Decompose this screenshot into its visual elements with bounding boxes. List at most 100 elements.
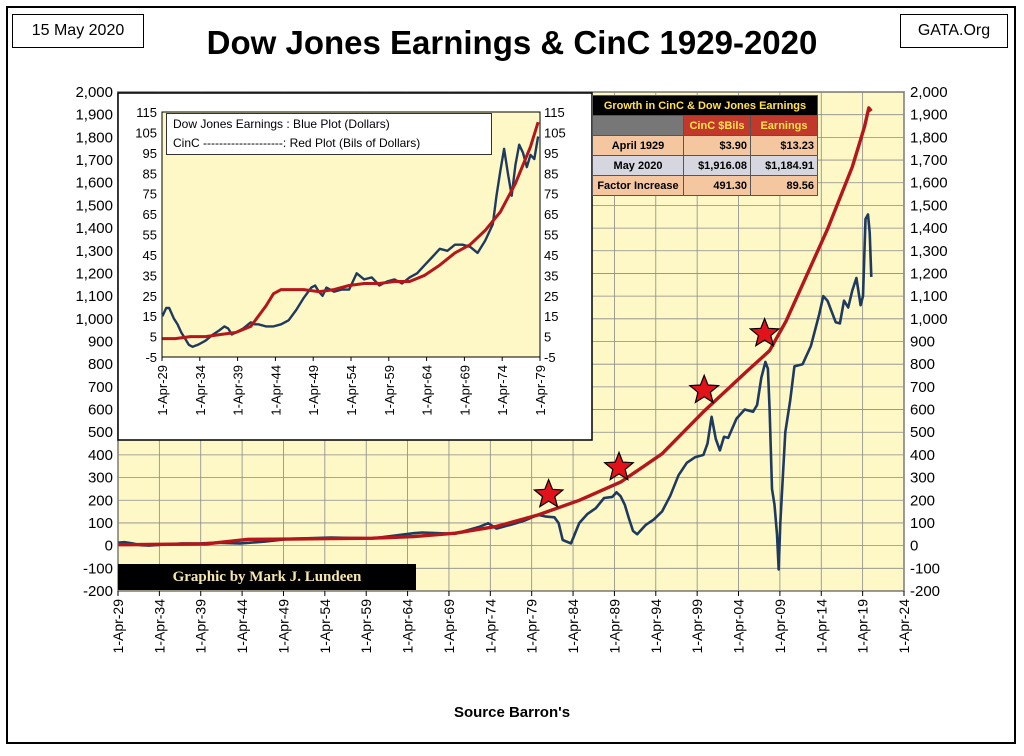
x-tick-label: 1-Apr-49: [275, 599, 291, 654]
x-tick-label: 1-Apr-29: [110, 599, 126, 654]
x-tick-label: 1-Apr-14: [813, 599, 829, 654]
inset-series-line-cinc: [162, 121, 540, 341]
chart-title: Dow Jones Earnings & CinC 1929-2020: [206, 24, 818, 61]
y-tick-label-right: 800: [910, 356, 935, 373]
inset-x-tick-label: 1-Apr-29: [155, 365, 170, 416]
inset-x-tick-label: 1-Apr-64: [420, 365, 435, 416]
inset-x-tick-label: 1-Apr-39: [231, 365, 246, 416]
y-tick-label-left: 1,800: [75, 129, 113, 146]
y-tick-label-left: 800: [88, 356, 113, 373]
x-tick-label: 1-Apr-79: [524, 599, 540, 654]
x-tick-label: 1-Apr-59: [358, 599, 374, 654]
y-tick-label-left: 1,000: [75, 311, 113, 328]
inset-y-tick-label-left: 35: [143, 268, 157, 283]
inset-y-tick-label-right: 25: [544, 289, 558, 304]
inset-y-tick-label-right: 85: [544, 166, 558, 181]
x-tick-label: 1-Apr-24: [896, 599, 912, 654]
y-tick-label-right: 900: [910, 334, 935, 351]
y-tick-label-left: 300: [88, 470, 113, 487]
y-tick-label-left: 1,500: [75, 197, 113, 214]
star-marker: [748, 316, 781, 348]
x-axis-label: Source Barron's: [453, 704, 571, 721]
y-tick-label-right: 700: [910, 379, 935, 396]
x-tick-label: 1-Apr-19: [855, 599, 871, 654]
x-tick-label: 1-Apr-39: [193, 599, 209, 654]
inset-y-tick-label-right: 95: [544, 146, 558, 161]
inset-y-tick-label-right: 15: [544, 309, 558, 324]
inset-y-tick-label-right: 75: [544, 187, 558, 202]
y-tick-label-left: 1,600: [75, 175, 113, 192]
inset-legend-earnings: Dow Jones Earnings : Blue Plot (Dollars): [173, 117, 390, 131]
inset-y-tick-label-right: 45: [544, 248, 558, 263]
inset-x-tick-label: 1-Apr-49: [306, 365, 321, 416]
inset-y-tick-label-right: 5: [544, 330, 551, 345]
inset-x-tick-label: 1-Apr-69: [457, 365, 472, 416]
y-tick-label-left: 1,400: [75, 220, 113, 237]
y-tick-label-left: -100: [83, 560, 113, 577]
inset-x-tick-label: 1-Apr-54: [344, 365, 359, 416]
growth-col-cinc: CinC $Bils: [683, 115, 751, 136]
inset-x-tick-label: 1-Apr-59: [382, 365, 397, 416]
y-tick-label-right: 1,200: [910, 265, 948, 282]
y-tick-label-left: 500: [88, 424, 113, 441]
y-tick-label-right: 600: [910, 402, 935, 419]
inset-y-tick-label-left: 75: [143, 187, 157, 202]
inset-y-tick-label-right: 35: [544, 268, 558, 283]
growth-row-earnings: $1,184.91: [750, 155, 818, 176]
star-marker: [603, 450, 635, 481]
y-tick-label-left: -200: [83, 583, 113, 600]
inset-y-tick-label-left: 25: [143, 289, 157, 304]
y-tick-label-left: 1,100: [75, 288, 113, 305]
y-tick-label-right: 100: [910, 515, 935, 532]
y-tick-label-right: 1,600: [910, 175, 948, 192]
inset-y-tick-label-left: 85: [143, 166, 157, 181]
growth-row-earnings: $13.23: [750, 135, 818, 156]
y-tick-label-right: -200: [910, 583, 940, 600]
growth-table: Growth in CinC & Dow Jones Earnings CinC…: [592, 95, 818, 196]
x-tick-label: 1-Apr-44: [234, 599, 250, 654]
series-line-earnings: [118, 213, 873, 571]
star-marker: [688, 373, 721, 404]
x-tick-label: 1-Apr-34: [151, 599, 167, 654]
inset-y-tick-label-left: 105: [135, 125, 157, 140]
inset-legend: Dow Jones Earnings : Blue Plot (Dollars)…: [166, 113, 492, 155]
y-tick-label-right: 0: [910, 538, 918, 555]
growth-col-earnings: Earnings: [750, 115, 818, 136]
y-tick-label-left: 100: [88, 515, 113, 532]
y-tick-label-right: 1,500: [910, 197, 948, 214]
y-tick-label-right: 500: [910, 424, 935, 441]
y-tick-label-left: 200: [88, 492, 113, 509]
date-label: 15 May 2020: [12, 14, 144, 48]
y-tick-label-right: 1,300: [910, 243, 948, 260]
y-tick-label-left: 1,300: [75, 243, 113, 260]
inset-x-tick-label: 1-Apr-44: [268, 365, 283, 416]
y-tick-label-left: 0: [105, 538, 113, 555]
x-tick-label: 1-Apr-64: [400, 599, 416, 654]
inset-x-tick-label: 1-Apr-79: [533, 365, 548, 416]
y-tick-label-right: 1,400: [910, 220, 948, 237]
y-tick-label-left: 900: [88, 334, 113, 351]
y-tick-label-right: -100: [910, 560, 940, 577]
x-tick-label: 1-Apr-09: [772, 599, 788, 654]
inset-y-tick-label-left: 5: [150, 330, 157, 345]
y-tick-label-left: 700: [88, 379, 113, 396]
x-tick-label: 1-Apr-84: [565, 599, 581, 654]
x-tick-label: 1-Apr-99: [689, 599, 705, 654]
x-tick-label: 1-Apr-74: [482, 599, 498, 654]
growth-row-label: Factor Increase: [592, 175, 684, 196]
x-tick-label: 1-Apr-94: [648, 599, 664, 654]
y-tick-label-right: 1,000: [910, 311, 948, 328]
x-tick-label: 1-Apr-69: [441, 599, 457, 654]
star-marker: [532, 477, 565, 509]
y-tick-label-left: 1,200: [75, 265, 113, 282]
inset-y-tick-label-left: 15: [143, 309, 157, 324]
x-tick-label: 1-Apr-04: [731, 599, 747, 654]
growth-table-title: Growth in CinC & Dow Jones Earnings: [592, 95, 818, 116]
inset-legend-cinc: CinC --------------------: Red Plot (Bil…: [173, 136, 421, 150]
y-tick-label-right: 400: [910, 447, 935, 464]
growth-row-cinc: $3.90: [683, 135, 751, 156]
inset-y-tick-label-left: 65: [143, 207, 157, 222]
inset-y-tick-label-right: 105: [544, 125, 566, 140]
series-line-cinc: [118, 106, 873, 547]
